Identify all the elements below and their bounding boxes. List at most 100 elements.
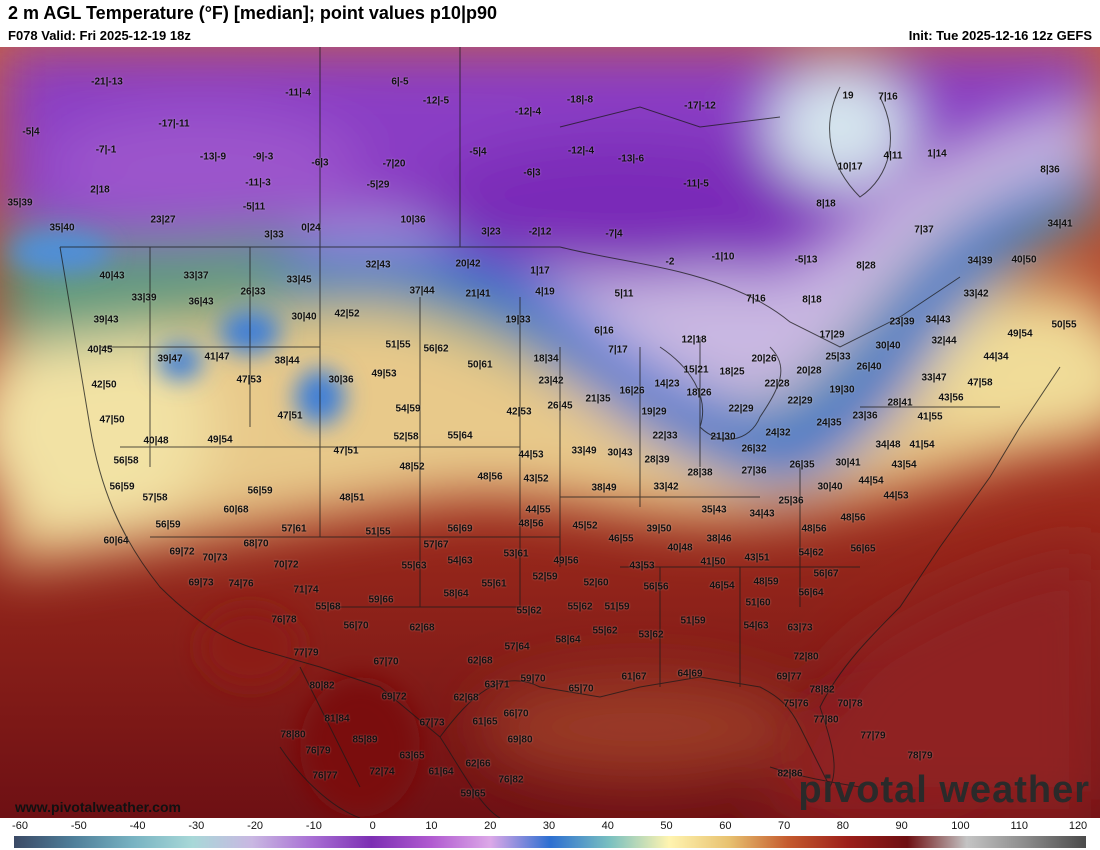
colorbar-tick-label: 0: [369, 820, 376, 832]
colorbar-tick-label: 60: [719, 820, 732, 832]
colorbar-tick-label: 90: [895, 820, 908, 832]
point-value: 14|23: [654, 378, 680, 390]
colorbar-tick-label: -50: [70, 820, 87, 832]
point-value: 40|43: [99, 270, 125, 282]
point-value: 51|60: [745, 597, 771, 609]
init-time: Init: Tue 2025-12-16 12z GEFS: [908, 28, 1092, 43]
point-value: 30|41: [835, 457, 861, 469]
temperature-map: -21|-13 -5|4 -7|-1 -17|-11 -11|-4 6|-5 -12|-5 -…: [0, 47, 1100, 818]
colorbar-tick-label: 100: [951, 820, 970, 832]
point-value: 70|78: [837, 698, 863, 710]
point-value: 55|68: [315, 601, 341, 613]
colorbar-tick-label: 80: [836, 820, 849, 832]
point-value: -5|4: [22, 126, 40, 138]
point-value: 52|58: [393, 431, 419, 443]
point-value: 54|63: [447, 555, 473, 567]
point-value: 63|73: [787, 622, 813, 634]
point-value: 17|29: [819, 329, 845, 341]
point-value: 3|23: [481, 226, 501, 238]
point-value: 77|79: [293, 647, 319, 659]
point-value: 43|51: [744, 552, 770, 564]
point-value: 49|54: [207, 434, 233, 446]
point-value: 66|70: [503, 708, 529, 720]
colorbar-gradient: [14, 836, 1086, 848]
point-value: 24|32: [765, 427, 791, 439]
point-value: 78|80: [280, 729, 306, 741]
point-value: 60|68: [223, 504, 249, 516]
point-value: -12|-5: [422, 95, 450, 107]
point-value: 26|33: [240, 286, 266, 298]
point-value: 4|11: [883, 150, 903, 162]
point-value: -13|-6: [617, 153, 645, 165]
point-value: 58|64: [443, 588, 469, 600]
point-value: 26|45: [547, 400, 573, 412]
point-value: 48|59: [753, 576, 779, 588]
point-value: 30|36: [328, 374, 354, 386]
point-value: 27|36: [741, 465, 767, 477]
point-value: 55|62: [592, 625, 618, 637]
point-value: 25|36: [778, 495, 804, 507]
point-value: 22|29: [787, 395, 813, 407]
point-value: 43|54: [891, 459, 917, 471]
point-value: 55|63: [401, 560, 427, 572]
point-value: 49|54: [1007, 328, 1033, 340]
point-value: 30|40: [291, 311, 317, 323]
point-value: 68|70: [243, 538, 269, 550]
point-value: 8|18: [816, 198, 836, 210]
colorbar: -60 -50 -40 -30 -20 -10 0 10 20 30 40 50 60 70 80 90 100…: [0, 818, 1100, 850]
point-value: 38|49: [591, 482, 617, 494]
point-value: 55|62: [567, 601, 593, 613]
colorbar-tick-label: 50: [660, 820, 673, 832]
point-value: 46|54: [709, 580, 735, 592]
point-value: 69|72: [169, 546, 195, 558]
point-value: -5|29: [366, 179, 390, 191]
point-value: 44|34: [983, 351, 1009, 363]
map-title: 2 m AGL Temperature (°F) [median]; point…: [8, 3, 497, 23]
point-value: 6|16: [594, 325, 614, 337]
point-value: 69|73: [188, 577, 214, 589]
point-value: 23|42: [538, 375, 564, 387]
point-value: 65|70: [568, 683, 594, 695]
point-value: 77|79: [860, 730, 886, 742]
point-value: 49|53: [371, 368, 397, 380]
point-value: 85|89: [352, 734, 378, 746]
point-value: -18|-8: [566, 94, 594, 106]
point-value: 55|64: [447, 430, 473, 442]
point-value: 23|27: [150, 214, 176, 226]
point-value: 26|32: [741, 443, 767, 455]
colorbar-tick-label: -40: [129, 820, 146, 832]
point-value: 62|68: [409, 622, 435, 634]
boundaries: [59, 47, 1061, 818]
point-value: 7|37: [914, 224, 934, 236]
point-value: 71|74: [293, 584, 319, 596]
colorbar-tick-label: -20: [247, 820, 264, 832]
colorbar-tick-label: 20: [484, 820, 497, 832]
point-value: 59|66: [368, 594, 394, 606]
point-value: 35|39: [7, 197, 33, 209]
colorbar-tick-label: -10: [305, 820, 322, 832]
point-value: -13|-9: [199, 151, 227, 163]
colorbar-tick-label: 120: [1068, 820, 1088, 832]
watermark-url: www.pivotalweather.com: [15, 799, 181, 815]
point-value: 56|67: [813, 568, 839, 580]
point-value: 39|43: [93, 314, 119, 326]
point-value: 1|17: [530, 265, 550, 277]
point-value: 49|56: [553, 555, 579, 567]
point-value: 32|43: [365, 259, 391, 271]
point-value: 33|42: [963, 288, 989, 300]
point-value: 76|78: [271, 614, 297, 626]
point-value: 48|52: [399, 461, 425, 473]
point-value: 56|65: [850, 543, 876, 555]
point-value: 64|69: [677, 668, 703, 680]
point-value: 40|45: [87, 344, 113, 356]
point-value: 69|72: [381, 691, 407, 703]
point-value: 19|29: [641, 406, 667, 418]
point-value: 40|48: [143, 435, 169, 447]
point-value: -12|-4: [567, 145, 595, 157]
point-value: 39|47: [157, 353, 183, 365]
point-value: 35|40: [49, 222, 75, 234]
colorbar-tick-label: 40: [601, 820, 614, 832]
point-value: 57|64: [504, 641, 530, 653]
point-value: -5|13: [794, 254, 818, 266]
point-value: 19: [842, 90, 854, 102]
